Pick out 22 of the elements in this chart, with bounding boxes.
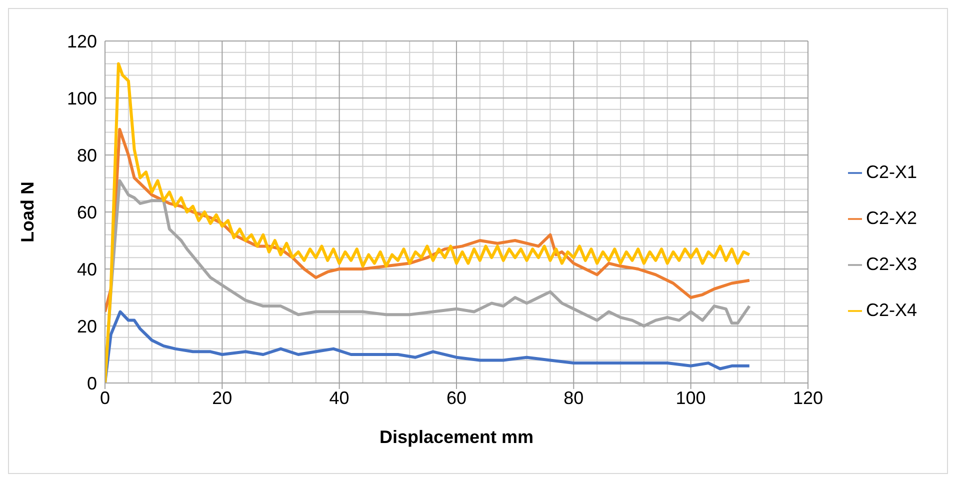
- y-tick-label: 60: [76, 202, 97, 222]
- y-tick-label: 120: [66, 31, 97, 52]
- x-tick-label: 60: [446, 388, 466, 408]
- legend-label: C2-X2: [866, 208, 917, 228]
- y-tick-label: 0: [86, 373, 97, 394]
- x-tick-label: 40: [329, 388, 350, 408]
- x-tick-label: 100: [676, 388, 706, 408]
- x-tick-label: 20: [212, 388, 232, 408]
- x-tick-label: 0: [100, 388, 110, 408]
- legend-label: C2-X1: [866, 162, 917, 182]
- line-series: [105, 62, 751, 383]
- y-axis-title: Load N: [17, 182, 38, 242]
- x-tick-label: 120: [792, 388, 823, 408]
- x-tick-label: 80: [564, 388, 584, 408]
- line-series: [105, 310, 751, 383]
- y-tick-label: 40: [76, 259, 97, 280]
- y-tick-label: 80: [76, 145, 97, 166]
- legend-label: C2-X3: [866, 254, 917, 274]
- y-tick-label: 20: [76, 316, 97, 336]
- y-tick-label: 100: [66, 88, 97, 108]
- x-axis-title: Displacement mm: [379, 427, 534, 447]
- legend-label: C2-X4: [866, 300, 917, 320]
